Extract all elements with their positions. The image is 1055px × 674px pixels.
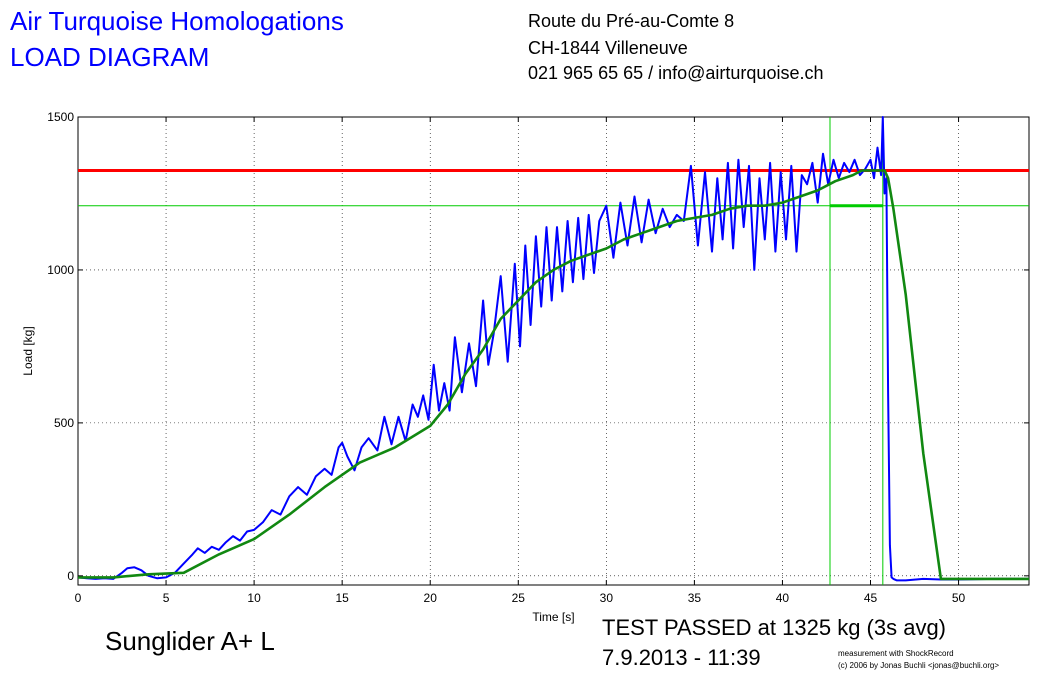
- address-city: CH-1844 Villeneuve: [528, 38, 688, 58]
- diagram-title: LOAD DIAGRAM: [10, 42, 210, 72]
- series-lines: [77, 116, 1029, 582]
- x-tick-label: 10: [247, 591, 261, 605]
- x-tick-label: 30: [600, 591, 614, 605]
- x-tick-label: 50: [952, 591, 966, 605]
- address-contact: 021 965 65 65 / info@airturquoise.ch: [528, 63, 824, 83]
- x-axis-label: Time [s]: [532, 610, 574, 624]
- raw-series-line: [77, 116, 1029, 582]
- credit-line-1: measurement with ShockRecord: [838, 649, 954, 658]
- y-tick-label: 500: [54, 416, 74, 430]
- x-tick-label: 35: [688, 591, 702, 605]
- x-tick-label: 5: [163, 591, 170, 605]
- credit-line-2: (c) 2006 by Jonas Buchli <jonas@buchli.o…: [838, 661, 1000, 670]
- x-tick-label: 40: [776, 591, 790, 605]
- test-result: TEST PASSED at 1325 kg (3s avg): [602, 615, 947, 640]
- y-tick-label: 0: [67, 569, 74, 583]
- organization-title: Air Turquoise Homologations: [10, 6, 344, 36]
- x-tick-label: 15: [335, 591, 349, 605]
- avg-series-line: [78, 169, 1029, 581]
- grid: [78, 117, 1029, 585]
- address-street: Route du Pré-au-Comte 8: [528, 11, 735, 31]
- y-axis-label: Load [kg]: [21, 326, 35, 375]
- y-tick-label: 1000: [47, 263, 74, 277]
- plot-area: [77, 116, 1030, 586]
- test-datetime: 7.9.2013 - 11:39: [602, 645, 761, 670]
- x-tick-label: 25: [512, 591, 526, 605]
- x-tick-label: 0: [75, 591, 82, 605]
- y-tick-label: 1500: [47, 110, 74, 124]
- x-tick-label: 45: [864, 591, 878, 605]
- glider-name: Sunglider A+ L: [105, 626, 275, 656]
- x-tick-label: 20: [424, 591, 438, 605]
